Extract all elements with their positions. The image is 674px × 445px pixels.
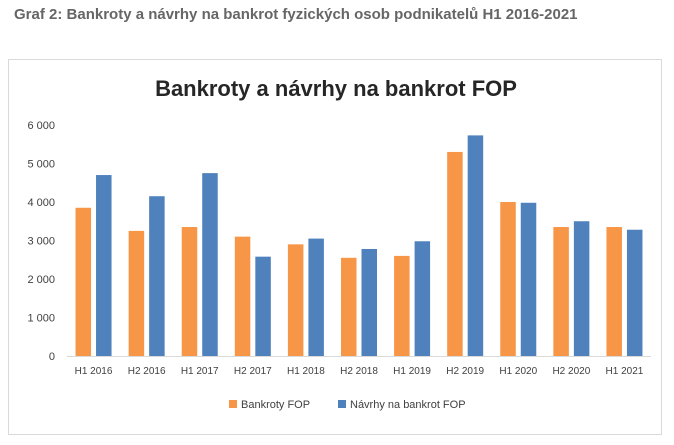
y-tick-label: 0 — [49, 351, 55, 363]
legend-swatch — [229, 400, 237, 408]
y-tick-label: 1 000 — [27, 313, 55, 325]
bar-bankroty — [500, 202, 516, 356]
x-tick-label: H1 2016 — [75, 366, 113, 377]
y-tick-label: 3 000 — [27, 236, 55, 248]
bar-navrhy — [202, 173, 218, 356]
bar-bankroty — [287, 244, 304, 356]
bar-bankroty — [128, 230, 145, 356]
bar-navrhy — [520, 202, 537, 356]
x-axis-labels: H1 2016 H2 2016 H1 2017 H2 2017 H1 2018 H2 20… — [75, 366, 644, 377]
x-tick-label: H1 2017 — [181, 366, 219, 377]
bar-navrhy — [361, 248, 377, 356]
y-tick-label: 4 000 — [27, 197, 55, 209]
bar-navrhy — [255, 256, 271, 356]
bar-bankroty — [394, 255, 410, 356]
bar-navrhy — [573, 221, 590, 356]
x-tick-label: H2 2016 — [128, 366, 166, 377]
x-tick-label: H2 2017 — [234, 366, 272, 377]
x-tick-label: H1 2018 — [287, 366, 325, 377]
bar-navrhy — [149, 196, 165, 356]
bar-bankroty — [341, 257, 357, 356]
bar-navrhy — [467, 135, 484, 356]
page-heading: Graf 2: Bankroty a návrhy na bankrot fyz… — [14, 6, 578, 23]
chart-title: Bankroty a návrhy na bankrot FOP — [155, 76, 517, 101]
bar-navrhy — [414, 241, 431, 356]
bar-chart: Bankroty a návrhy na bankrot FOP 0 1 000 2… — [27, 76, 651, 411]
chart-container: Bankroty a návrhy na bankrot FOP 0 1 000 2… — [8, 59, 662, 435]
bar-bankroty — [553, 227, 569, 356]
bar-bankroty — [181, 227, 198, 356]
x-tick-label: H1 2021 — [606, 366, 644, 377]
y-axis-ticks: 0 1 000 2 000 3 000 4 000 5 000 6 000 — [27, 120, 55, 363]
y-tick-label: 2 000 — [27, 274, 55, 286]
bar-bankroty — [606, 227, 622, 356]
bar-bankroty — [447, 151, 463, 356]
bar-bankroty — [234, 236, 251, 356]
legend: Bankroty FOP Návrhy na bankrot FOP — [229, 399, 466, 411]
bars — [75, 135, 643, 356]
legend-label: Návrhy na bankrot FOP — [350, 399, 466, 411]
x-tick-label: H1 2019 — [393, 366, 431, 377]
bar-navrhy — [96, 175, 112, 356]
y-tick-label: 5 000 — [27, 159, 55, 171]
legend-label: Bankroty FOP — [241, 399, 310, 411]
x-tick-label: H2 2019 — [446, 366, 484, 377]
bar-bankroty — [75, 207, 92, 356]
x-tick-label: H2 2018 — [340, 366, 378, 377]
y-tick-label: 6 000 — [27, 120, 55, 132]
bar-navrhy — [626, 229, 643, 356]
x-tick-label: H2 2020 — [552, 366, 590, 377]
x-tick-label: H1 2020 — [499, 366, 537, 377]
bar-navrhy — [308, 238, 324, 356]
legend-swatch — [338, 400, 346, 408]
